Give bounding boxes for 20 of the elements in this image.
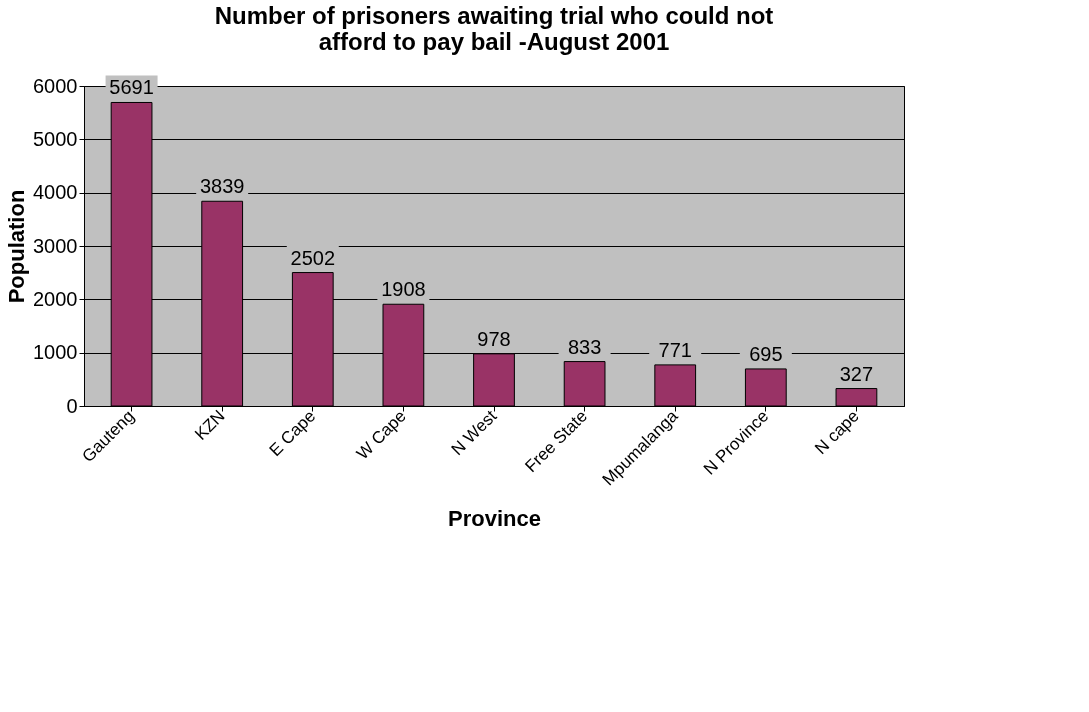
y-tick-label: 4000 (33, 181, 78, 204)
text: Number of prisoners awaiting trial who could not (214, 2, 774, 30)
y-tick-label: 1000 (33, 341, 78, 364)
data-label: 1908 (381, 278, 426, 301)
y-tick-label: 2000 (33, 287, 78, 310)
data-label: 771 (658, 338, 692, 361)
y-tick-label: 6000 (33, 74, 78, 97)
text: afford to pay bail -August 2001 (318, 28, 670, 56)
x-axis-title: Province (448, 505, 541, 531)
data-label: 2502 (290, 246, 336, 269)
data-label: 327 (839, 362, 874, 385)
y-axis-title: Population (4, 189, 30, 304)
y-tick-label: 3000 (33, 234, 78, 257)
data-label: 695 (749, 342, 783, 365)
data-label: 833 (567, 335, 602, 358)
y-tick-label: 0 (66, 394, 78, 417)
data-label: 978 (477, 327, 511, 350)
y-tick-label: 5000 (33, 127, 78, 150)
data-label: 3839 (199, 175, 245, 198)
data-label: 5691 (109, 76, 154, 99)
